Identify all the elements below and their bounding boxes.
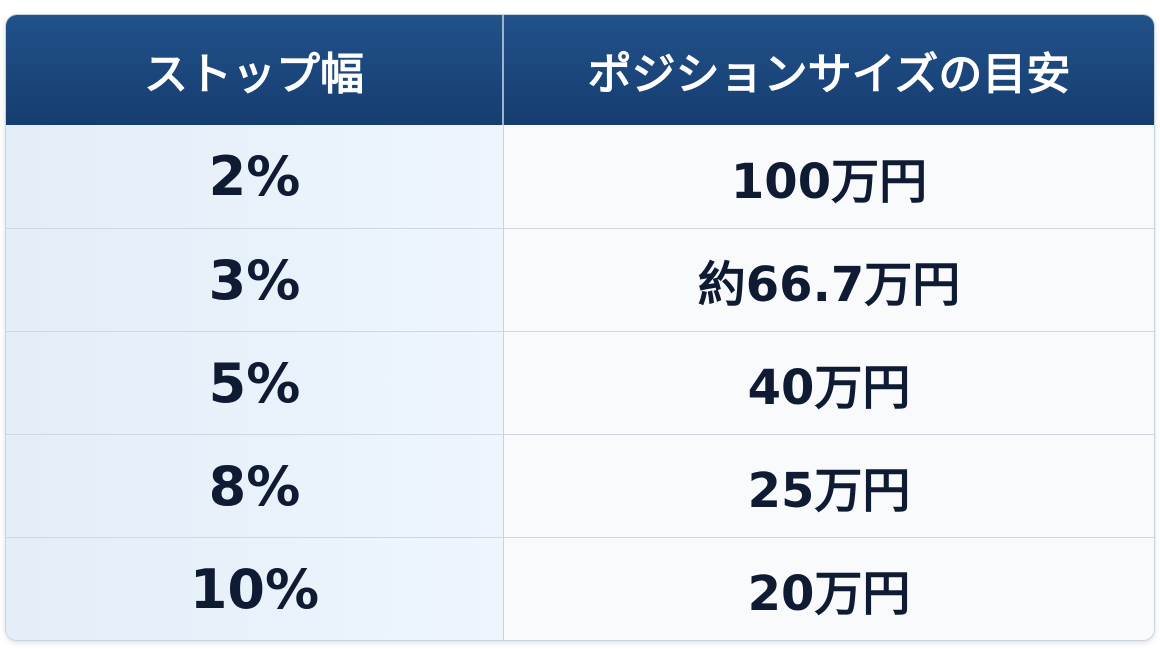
table-cell: 2% (6, 125, 504, 228)
table-cell: 約66.7万円 (504, 228, 1154, 331)
table-cell: 20万円 (504, 537, 1154, 640)
table-cell: 25万円 (504, 434, 1154, 537)
table-cell: 8% (6, 434, 504, 537)
table-cell: 100万円 (504, 125, 1154, 228)
table-cell: 10% (6, 537, 504, 640)
table-cell: 3% (6, 228, 504, 331)
table-cell: 5% (6, 331, 504, 434)
table: ストップ幅 ポジションサイズの目安 2% 100万円 3% 約66.7万円 5% 40万円 8%… (5, 14, 1155, 641)
header-cell: ストップ幅 (6, 15, 504, 125)
header-cell: ポジションサイズの目安 (504, 15, 1154, 125)
table-cell: 40万円 (504, 331, 1154, 434)
